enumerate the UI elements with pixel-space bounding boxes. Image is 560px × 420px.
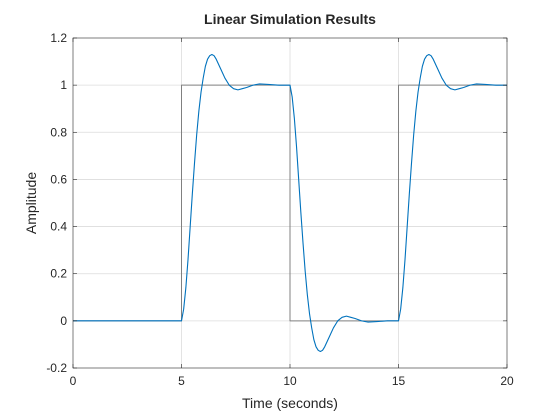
y-tick-label: 0.4 — [50, 220, 67, 234]
x-tick-label: 0 — [70, 374, 77, 388]
y-tick-label: 1 — [60, 78, 67, 92]
y-tick-label: 0.6 — [50, 172, 67, 186]
x-tick-labels: 0 5 10 15 20 — [70, 374, 514, 388]
x-tick-label: 10 — [283, 374, 297, 388]
x-tick-label: 20 — [500, 374, 514, 388]
x-axis-label: Time (seconds) — [242, 395, 338, 411]
response-line — [73, 53, 507, 353]
y-tick-labels: -0.2 0 0.2 0.4 0.6 0.8 1 1.2 — [46, 31, 67, 375]
y-tick-label: 0.8 — [50, 125, 67, 139]
x-tick-label: 5 — [178, 374, 185, 388]
y-axis-label: Amplitude — [23, 172, 39, 234]
y-tick-label: 0 — [60, 314, 67, 328]
y-tick-label: 1.2 — [50, 31, 67, 45]
ticks — [72, 37, 508, 369]
y-tick-label: -0.2 — [46, 361, 67, 375]
x-tick-label: 15 — [392, 374, 406, 388]
chart-title: Linear Simulation Results — [204, 11, 376, 27]
y-tick-label: 0.2 — [50, 267, 67, 281]
